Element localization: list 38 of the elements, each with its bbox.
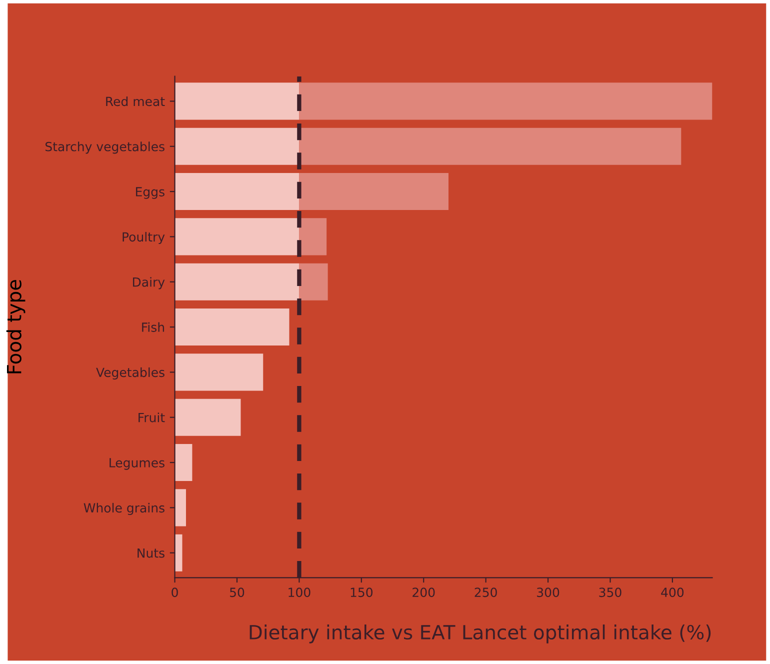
bar: [299, 128, 682, 165]
y-tick-label: Eggs: [136, 187, 164, 199]
x-tick-label: 150: [350, 588, 373, 598]
x-tick-label: 250: [474, 588, 497, 598]
x-tick-label: 0: [172, 588, 178, 598]
y-tick-label: Fish: [142, 322, 164, 332]
bar: [174, 489, 186, 526]
y-tick-label: Fruit: [138, 412, 165, 422]
y-tick-label: Red meat: [106, 96, 165, 106]
y-tick-label: Vegetables: [96, 367, 164, 380]
bar: [299, 263, 328, 300]
bar: [299, 82, 712, 120]
x-tick-label: 50: [230, 588, 244, 598]
y-tick-label: Legumes: [110, 458, 164, 470]
y-tick-label: Whole grains: [84, 502, 164, 516]
bar: [174, 263, 300, 300]
x-axis-title: Dietary intake vs EAT Lancet optimal intake (%): [250, 624, 711, 644]
bar: [174, 398, 241, 436]
x-tick-label: 100: [288, 588, 310, 598]
bar: [299, 173, 448, 210]
x-tick-label: 400: [661, 588, 684, 598]
bar: [174, 128, 300, 165]
y-tick-label: Nuts: [138, 548, 164, 558]
y-tick-label: Starchy vegetables: [45, 142, 164, 154]
x-tick-label: 350: [599, 588, 622, 598]
bar: [174, 444, 192, 482]
bar: [174, 534, 182, 572]
bar: [174, 173, 300, 210]
y-tick-label: Dairy: [133, 277, 165, 290]
y-tick-label: Poultry: [122, 232, 165, 244]
bar: [174, 308, 290, 346]
bar: [299, 218, 327, 256]
y-axis-title: Food type: [6, 280, 26, 374]
bar: [174, 82, 300, 120]
x-tick-label: 300: [537, 588, 560, 598]
x-tick-label: 200: [412, 588, 435, 598]
bar: [174, 218, 300, 256]
bar: [174, 354, 264, 391]
